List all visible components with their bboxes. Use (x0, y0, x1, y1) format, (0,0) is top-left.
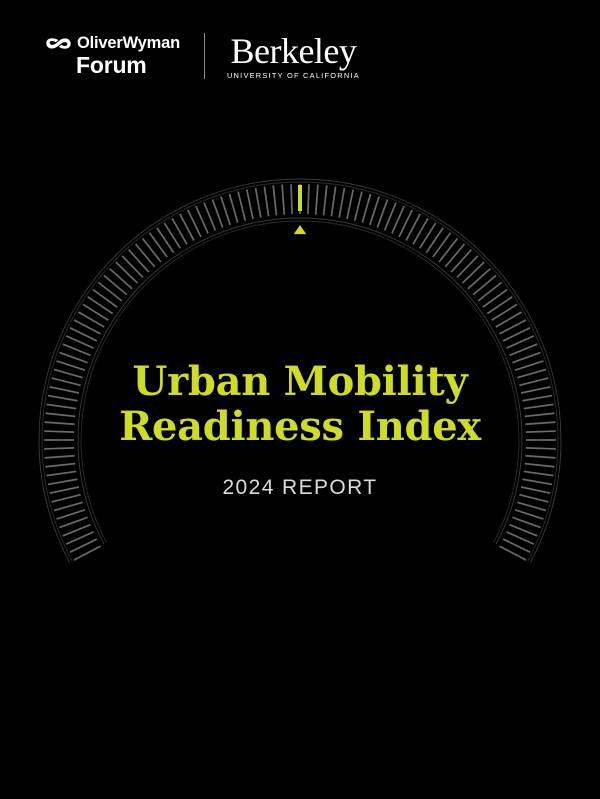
berkeley-subtitle: UNIVERSITY OF CALIFORNIA (226, 70, 360, 80)
berkeley-name: Berkeley (230, 30, 357, 71)
gauge-pointer-triangle-icon (293, 225, 307, 235)
oliver-wyman-forum-logo: OliverWyman Forum (46, 35, 180, 78)
oliver-wyman-forum-name: Forum (76, 52, 147, 79)
cover-title-block: Urban Mobility Readiness Index 2024 REPO… (0, 358, 600, 500)
gauge-marker (293, 185, 307, 235)
page-subtitle: 2024 REPORT (222, 475, 378, 499)
vertical-divider-icon (203, 33, 205, 79)
berkeley-logo: Berkeley UNIVERSITY OF CALIFORNIA (227, 33, 360, 79)
logo-header: OliverWyman Forum Berkeley UNIVERSITY OF… (46, 30, 360, 82)
oliver-wyman-wordmark-row: OliverWyman (46, 35, 180, 52)
title-line-2: Readiness Index (119, 402, 481, 450)
oliver-wyman-name: OliverWyman (77, 33, 180, 52)
oliver-wyman-infinity-mark-icon (46, 37, 71, 49)
title-line-1: Urban Mobility (132, 358, 468, 405)
page-title: Urban Mobility Readiness Index (0, 358, 600, 450)
